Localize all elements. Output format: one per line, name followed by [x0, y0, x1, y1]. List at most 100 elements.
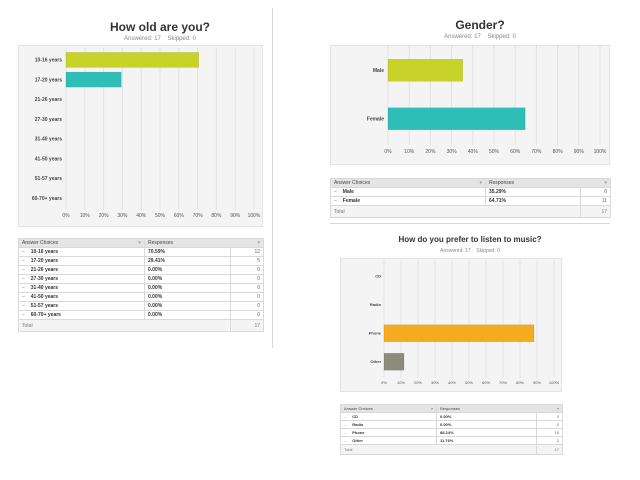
response-count: 0 — [536, 412, 563, 421]
response-percent: 0.00% — [144, 310, 231, 320]
answer-choice-cell[interactable]: – Female — [330, 196, 486, 206]
answer-choice-cell[interactable]: –27-30 years — [18, 274, 145, 284]
answered-count: Answered: 17 — [440, 248, 471, 254]
skipped-count: Skipped: 0 — [476, 248, 500, 254]
skipped-count: Skipped: 0 — [167, 36, 196, 42]
table-row: –51-57 years 0.00% 0 — [18, 301, 264, 311]
answer-choice-cell[interactable]: – Male — [330, 187, 486, 197]
answer-choice-label: 21-26 years — [30, 267, 59, 273]
answer-choice-cell[interactable]: –51-57 years — [18, 301, 145, 311]
response-count: 2 — [536, 436, 563, 445]
expand-arrow-icon[interactable]: – — [22, 285, 25, 291]
answered-count: Answered: 17 — [124, 36, 161, 42]
chart-area — [330, 45, 610, 165]
response-percent: 11.76% — [436, 436, 537, 445]
responses-header[interactable]: Responses ▾ — [485, 178, 611, 188]
gender-response-table: Answer Choices ▾ Responses ▾ – Male 35.29% 6–… — [330, 178, 611, 218]
response-count: 6 — [580, 187, 611, 197]
expand-arrow-icon[interactable]: – — [344, 422, 347, 427]
answer-choice-label: Radio — [352, 422, 364, 427]
total-count: 17 — [536, 444, 563, 455]
table-row: –21-26 years 0.00% 0 — [18, 265, 264, 275]
responses-header[interactable]: Responses ▾ — [144, 238, 264, 248]
table-row: –31-40 years 0.00% 0 — [18, 283, 264, 293]
table-row: –27-30 years 0.00% 0 — [18, 274, 264, 284]
table-row: –10-16 years 70.59% 12 — [18, 247, 264, 257]
sort-icon: ▾ — [479, 180, 482, 186]
answer-choice-cell[interactable]: – Other — [340, 436, 437, 445]
answer-choice-cell[interactable]: – Radio — [340, 420, 437, 429]
answer-choice-cell[interactable]: –10-16 years — [18, 247, 145, 257]
response-percent: 70.59% — [144, 247, 231, 257]
response-count: 0 — [536, 420, 563, 429]
table-row: –17-20 years 29.41% 5 — [18, 256, 264, 266]
responses-header[interactable]: Responses ▾ — [436, 404, 563, 413]
total-count: 17 — [580, 205, 611, 218]
answer-choices-header[interactable]: Answer Choices ▾ — [340, 404, 437, 413]
response-percent: 0.00% — [144, 283, 231, 293]
answer-choice-label: Male — [342, 189, 354, 195]
question-title: How do you prefer to listen to music? — [398, 235, 542, 244]
answer-choice-label: CD — [352, 414, 359, 419]
sort-icon: ▾ — [604, 180, 607, 186]
question-meta: Answered: 17 Skipped: 0 — [60, 36, 260, 42]
response-percent: 0.00% — [144, 265, 231, 275]
table-row: – Other 11.76% 2 — [340, 436, 563, 445]
answer-choice-label: Female — [342, 198, 361, 204]
expand-arrow-icon[interactable]: – — [22, 276, 25, 282]
expand-arrow-icon[interactable]: – — [344, 414, 347, 419]
response-percent: 0.00% — [144, 301, 231, 311]
answer-choices-header[interactable]: Answer Choices ▾ — [18, 238, 145, 248]
total-row: Total 17 — [330, 205, 611, 218]
response-count: 11 — [580, 196, 611, 206]
response-count: 0 — [230, 283, 264, 293]
answer-choice-cell[interactable]: –21-26 years — [18, 265, 145, 275]
table-row: – Female 64.71% 11 — [330, 196, 611, 206]
response-percent: 64.71% — [485, 196, 581, 206]
answer-choice-cell[interactable]: –60-70+ years — [18, 310, 145, 320]
table-row: –41-50 years 0.00% 0 — [18, 292, 264, 302]
expand-arrow-icon[interactable]: – — [22, 312, 25, 318]
total-row: Total 17 — [18, 319, 264, 332]
response-count: 0 — [230, 292, 264, 302]
expand-arrow-icon[interactable]: – — [22, 249, 25, 255]
expand-arrow-icon[interactable]: – — [334, 189, 337, 195]
total-label: Total — [340, 444, 537, 455]
question-title: How old are you? — [109, 20, 210, 34]
response-count: 0 — [230, 301, 264, 311]
expand-arrow-icon[interactable]: – — [22, 267, 25, 273]
response-count: 0 — [230, 310, 264, 320]
answer-choice-cell[interactable]: – CD — [340, 412, 437, 421]
response-percent: 0.00% — [436, 420, 537, 429]
answer-choice-cell[interactable]: –17-20 years — [18, 256, 145, 266]
expand-arrow-icon[interactable]: – — [22, 294, 25, 300]
response-percent: 0.00% — [144, 292, 231, 302]
answer-choice-label: 60-70+ years — [30, 312, 61, 318]
total-count: 17 — [230, 319, 264, 332]
expand-arrow-icon[interactable]: – — [334, 198, 337, 204]
expand-arrow-icon[interactable]: – — [344, 438, 347, 443]
answer-choice-label: 41-50 years — [30, 294, 59, 300]
response-count: 0 — [230, 274, 264, 284]
response-count: 0 — [230, 265, 264, 275]
answer-choices-header[interactable]: Answer Choices ▾ — [330, 178, 486, 188]
answer-choice-label: Other — [352, 438, 363, 443]
music-response-table: Answer Choices ▾ Responses ▾ – CD 0.00% 0– Rad… — [340, 404, 563, 455]
answer-choice-label: 31-40 years — [30, 285, 59, 291]
table-row: – Male 35.29% 6 — [330, 187, 611, 197]
question-title: Gender? — [455, 18, 505, 32]
answer-choice-cell[interactable]: –31-40 years — [18, 283, 145, 293]
expand-arrow-icon[interactable]: – — [22, 303, 25, 309]
response-count: 5 — [230, 256, 264, 266]
table-row: – Radio 0.00% 0 — [340, 420, 563, 429]
response-percent: 0.00% — [144, 274, 231, 284]
expand-arrow-icon[interactable]: – — [344, 430, 347, 435]
expand-arrow-icon[interactable]: – — [22, 258, 25, 264]
response-count: 15 — [536, 428, 563, 437]
answer-choice-cell[interactable]: –41-50 years — [18, 292, 145, 302]
answer-choice-cell[interactable]: – Phone — [340, 428, 437, 437]
skipped-count: Skipped: 0 — [487, 34, 516, 40]
answer-choice-label: Phone — [352, 430, 365, 435]
response-percent: 29.41% — [144, 256, 231, 266]
answered-count: Answered: 17 — [444, 34, 481, 40]
